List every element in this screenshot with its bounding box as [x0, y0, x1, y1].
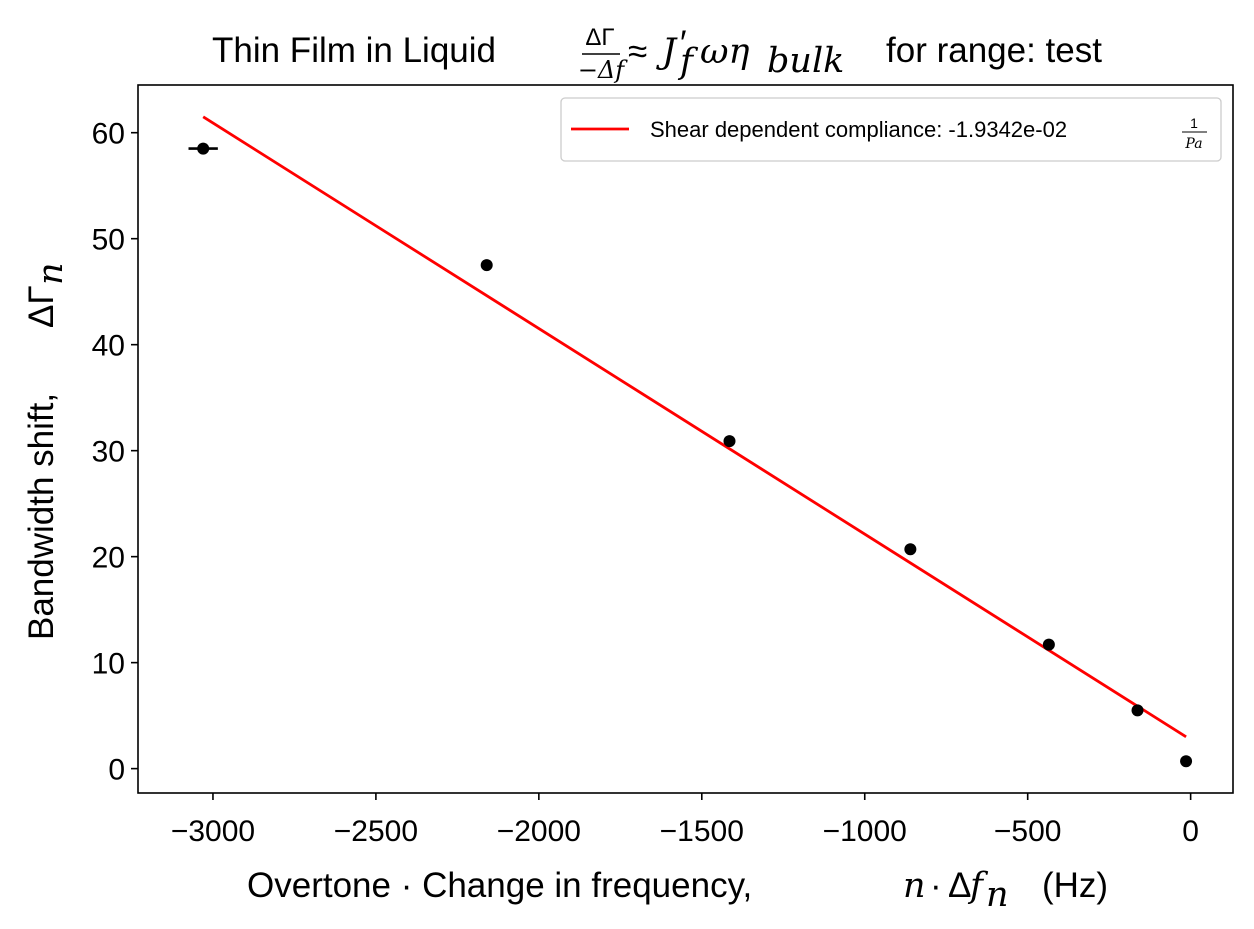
x-axis-label-unit: (Hz): [1042, 866, 1108, 905]
data-point: [1042, 638, 1055, 651]
y-tick-label: 60: [92, 118, 125, 151]
data-point: [197, 142, 210, 155]
title-frac-denominator: −Δf: [578, 56, 628, 84]
title-suffix: for range: test: [886, 31, 1102, 70]
fit-line-series: [202, 115, 1187, 739]
title-omega-eta: ωη: [700, 32, 750, 72]
x-tick-label: −2500: [334, 815, 418, 848]
y-tick-label: 10: [92, 648, 125, 681]
x-axis-label-dot: ·: [930, 866, 942, 905]
chart-title: Thin Film in Liquid ΔΓ −Δf ≈ J ′ f ωη bu…: [212, 24, 1102, 84]
plot-area-frame: [137, 84, 1234, 794]
legend-label: Shear dependent compliance: -1.9342e-02: [650, 117, 1067, 142]
x-tick-label: −1000: [823, 815, 907, 848]
data-point: [1180, 755, 1193, 768]
title-eta-subscript: bulk: [767, 41, 844, 81]
y-tick-label: 20: [92, 542, 125, 575]
data-point: [723, 435, 736, 448]
y-tick-label: 50: [92, 224, 125, 257]
x-tick-label: −1500: [660, 815, 744, 848]
legend: Shear dependent compliance: -1.9342e-02 …: [560, 97, 1222, 162]
title-frac-numerator: ΔΓ: [585, 24, 614, 51]
y-tick-label: 40: [92, 330, 125, 363]
y-tick-label: 30: [92, 436, 125, 469]
y-axis-label-subscript: n: [31, 262, 71, 285]
data-point: [1131, 704, 1144, 717]
x-axis-label: Overtone · Change in frequency, n · Δ f …: [247, 866, 1108, 915]
x-tick-label: 0: [1182, 815, 1199, 848]
x-tick-label: −2000: [497, 815, 581, 848]
data-point: [480, 259, 493, 272]
x-axis-ticks: −3000 −2500 −2000 −1500 −1000 −500 0: [171, 793, 1199, 848]
x-axis-label-delta: Δ: [948, 866, 971, 905]
x-tick-label: −3000: [171, 815, 255, 848]
y-tick-label: 0: [108, 754, 125, 787]
title-j-subscript: f: [677, 42, 699, 82]
x-axis-label-n: n: [903, 866, 926, 906]
legend-unit-denominator: Pa: [1184, 136, 1202, 152]
x-axis-label-f-subscript: n: [986, 875, 1009, 915]
x-axis-label-prefix: Overtone · Change in frequency,: [247, 866, 752, 905]
title-j-prime: ′: [680, 24, 687, 63]
y-axis-label: Bandwidth shift, ΔΓ n: [22, 262, 71, 640]
y-axis-label-prefix: Bandwidth shift,: [22, 393, 61, 640]
title-j: J: [656, 32, 678, 72]
x-tick-label: −500: [994, 815, 1062, 848]
y-axis-ticks: 0 10 20 30 40 50 60: [92, 118, 138, 787]
legend-unit-numerator: 1: [1190, 115, 1198, 131]
title-approx: ≈: [628, 32, 647, 71]
fit-line: [202, 115, 1187, 739]
title-prefix: Thin Film in Liquid: [212, 31, 496, 70]
data-point: [904, 543, 917, 556]
y-axis-label-symbol: ΔΓ: [22, 285, 61, 328]
data-points-series: [188, 142, 1193, 768]
legend-box: [560, 97, 1222, 162]
